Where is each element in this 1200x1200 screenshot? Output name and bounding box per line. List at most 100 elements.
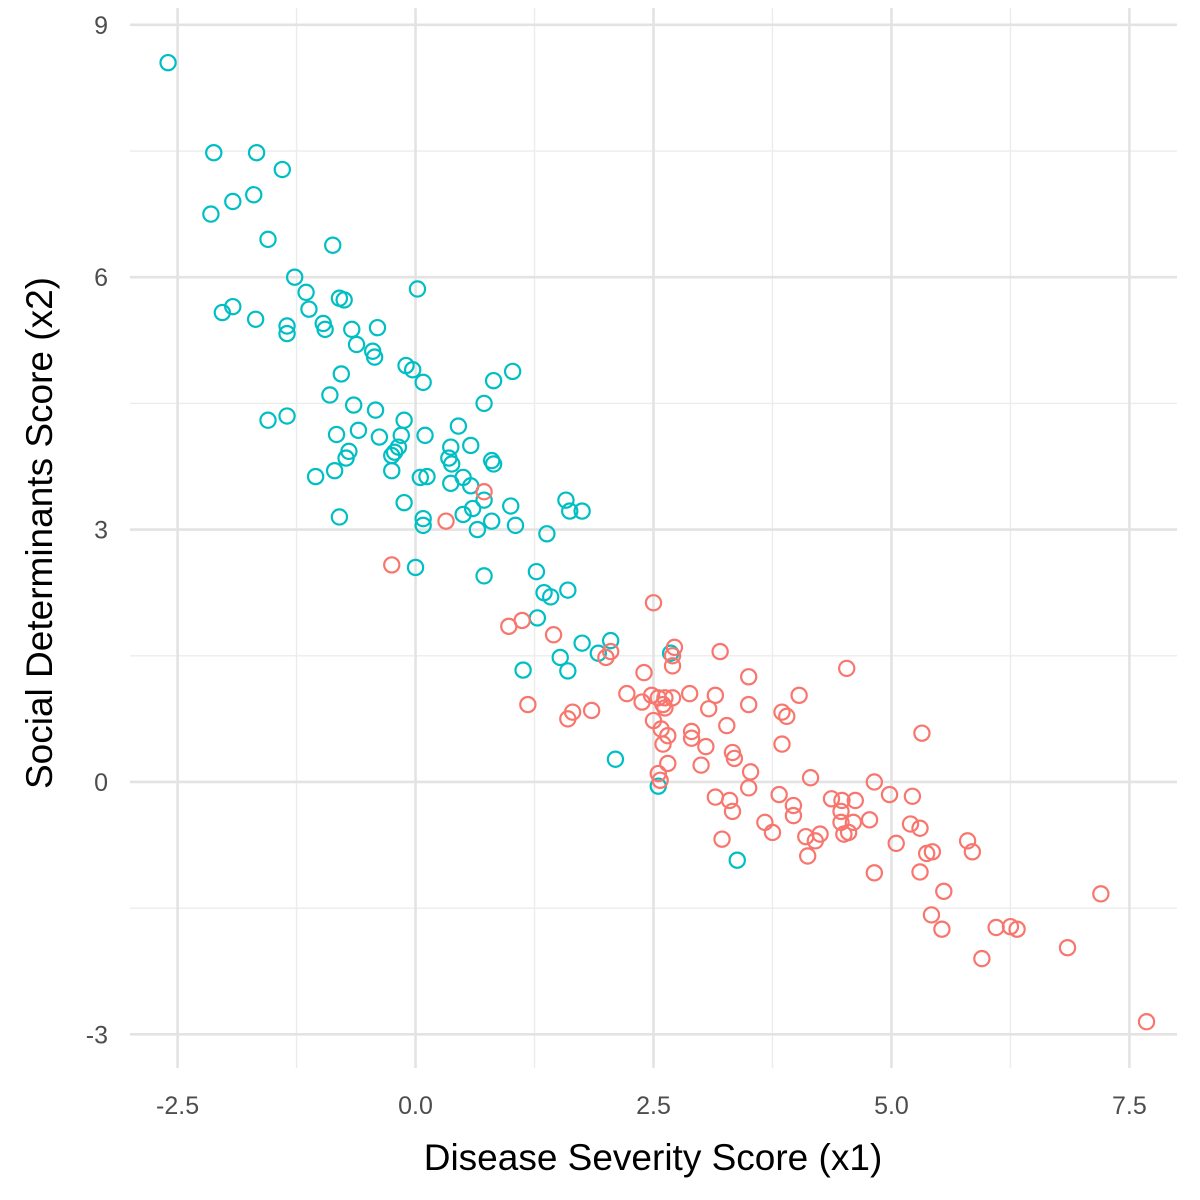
- x-tick-label: 2.5: [636, 1092, 671, 1120]
- y-tick-label: 3: [94, 517, 108, 545]
- data-point-series-1: [561, 502, 579, 520]
- data-point-series-1: [325, 461, 344, 480]
- data-point-series-2: [706, 788, 725, 806]
- data-point-series-2: [773, 703, 791, 721]
- data-point-series-1: [442, 438, 460, 456]
- data-point-series-1: [385, 443, 404, 461]
- data-point-series-1: [463, 499, 482, 518]
- data-point-series-2: [811, 825, 829, 843]
- data-point-series-2: [739, 668, 758, 686]
- x-tick-labels: -2.5 0.0 2.5 5.0 7.5: [156, 1092, 1147, 1120]
- data-point-series-2: [723, 802, 742, 821]
- data-points: [159, 53, 1156, 1031]
- x-tick-label: 5.0: [874, 1092, 909, 1120]
- data-point-series-1: [321, 386, 339, 404]
- data-point-series-2: [711, 642, 729, 661]
- data-point-series-1: [273, 160, 291, 179]
- data-point-series-2: [644, 594, 663, 612]
- data-point-series-2: [958, 832, 977, 850]
- data-point-series-1: [475, 567, 493, 585]
- data-point-series-2: [923, 843, 942, 861]
- data-point-series-2: [654, 735, 672, 753]
- data-point-series-1: [278, 324, 296, 343]
- data-point-series-1: [468, 520, 487, 539]
- data-point-series-1: [202, 205, 220, 223]
- data-point-series-2: [778, 707, 796, 726]
- data-point-series-1: [527, 562, 546, 581]
- data-point-series-2: [798, 847, 817, 865]
- data-point-series-2: [922, 906, 941, 924]
- data-point-series-1: [443, 455, 461, 473]
- data-point-series-1: [247, 143, 266, 162]
- data-point-series-1: [213, 303, 232, 322]
- data-point-series-1: [482, 512, 501, 530]
- data-point-series-1: [278, 407, 296, 425]
- data-point-series-2: [838, 659, 856, 678]
- data-point-series-1: [297, 283, 315, 302]
- data-point-series-2: [513, 611, 531, 630]
- data-point-series-1: [259, 230, 277, 249]
- data-point-series-2: [659, 754, 677, 773]
- data-point-series-2: [860, 811, 879, 829]
- data-point-series-1: [503, 362, 522, 381]
- data-point-series-2: [741, 763, 760, 781]
- data-point-series-1: [224, 192, 242, 211]
- data-point-series-1: [365, 348, 384, 366]
- data-point-series-1: [557, 491, 575, 509]
- data-point-series-2: [713, 830, 731, 848]
- data-point-series-1: [606, 750, 625, 768]
- data-point-series-1: [246, 310, 265, 328]
- data-point-series-2: [935, 882, 953, 901]
- data-point-series-2: [739, 779, 758, 797]
- data-point-series-1: [337, 449, 355, 467]
- data-point-series-2: [911, 819, 929, 837]
- data-point-series-1: [416, 426, 434, 445]
- data-point-series-2: [597, 648, 615, 667]
- data-point-series-1: [205, 143, 223, 162]
- data-point-series-1: [403, 361, 422, 379]
- data-point-series-1: [245, 186, 263, 204]
- data-point-series-2: [913, 724, 931, 742]
- x-tick-label: 7.5: [1112, 1092, 1147, 1120]
- data-point-series-2: [697, 737, 715, 756]
- data-point-series-2: [682, 729, 701, 747]
- data-point-series-1: [449, 417, 468, 435]
- data-point-series-1: [368, 318, 387, 337]
- data-point-series-2: [933, 920, 951, 938]
- data-point-series-2: [682, 722, 701, 741]
- data-point-series-2: [475, 483, 493, 501]
- data-point-series-2: [700, 700, 718, 718]
- data-point-series-1: [370, 428, 389, 446]
- data-point-series-1: [332, 365, 351, 383]
- data-point-series-1: [327, 425, 346, 444]
- data-point-series-2: [582, 701, 601, 720]
- data-point-series-1: [514, 661, 532, 679]
- data-point-series-1: [306, 467, 325, 486]
- y-tick-label: -3: [86, 1021, 108, 1049]
- data-point-series-2: [832, 802, 850, 821]
- data-point-series-2: [833, 791, 851, 810]
- data-point-series-2: [880, 785, 899, 804]
- data-point-series-1: [366, 401, 385, 419]
- data-point-series-1: [395, 411, 413, 429]
- data-point-series-1: [406, 558, 425, 577]
- data-point-series-2: [725, 749, 744, 768]
- data-point-series-1: [462, 436, 480, 455]
- data-point-series-1: [475, 394, 493, 413]
- data-point-series-1: [159, 53, 177, 72]
- data-point-series-1: [418, 467, 436, 486]
- data-point-series-2: [846, 791, 864, 810]
- data-point-series-2: [663, 647, 682, 665]
- data-point-series-2: [437, 512, 455, 530]
- data-point-series-2: [797, 827, 815, 846]
- data-point-series-1: [278, 317, 296, 335]
- data-point-series-1: [300, 300, 318, 318]
- y-tick-labels: -3 0 3 6 9: [86, 12, 108, 1050]
- data-point-series-1: [484, 371, 503, 390]
- major-gridlines: [130, 8, 1177, 1068]
- data-point-series-2: [1092, 885, 1110, 903]
- data-point-series-2: [865, 773, 884, 791]
- data-point-series-1: [408, 280, 427, 298]
- data-point-series-1: [285, 268, 304, 286]
